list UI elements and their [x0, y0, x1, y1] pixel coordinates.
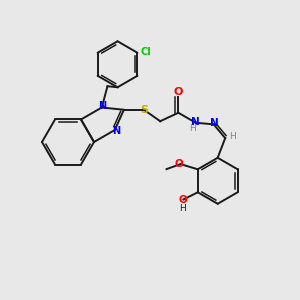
Text: N: N — [210, 118, 219, 128]
Text: O: O — [178, 195, 187, 206]
Text: N: N — [98, 101, 106, 112]
Text: O: O — [174, 87, 183, 97]
Text: N: N — [112, 126, 120, 136]
Text: H: H — [179, 204, 186, 213]
Text: Cl: Cl — [140, 47, 151, 57]
Text: H: H — [189, 124, 196, 133]
Text: O: O — [174, 159, 183, 169]
Text: H: H — [229, 132, 236, 141]
Text: N: N — [191, 117, 200, 127]
Text: S: S — [140, 105, 148, 115]
